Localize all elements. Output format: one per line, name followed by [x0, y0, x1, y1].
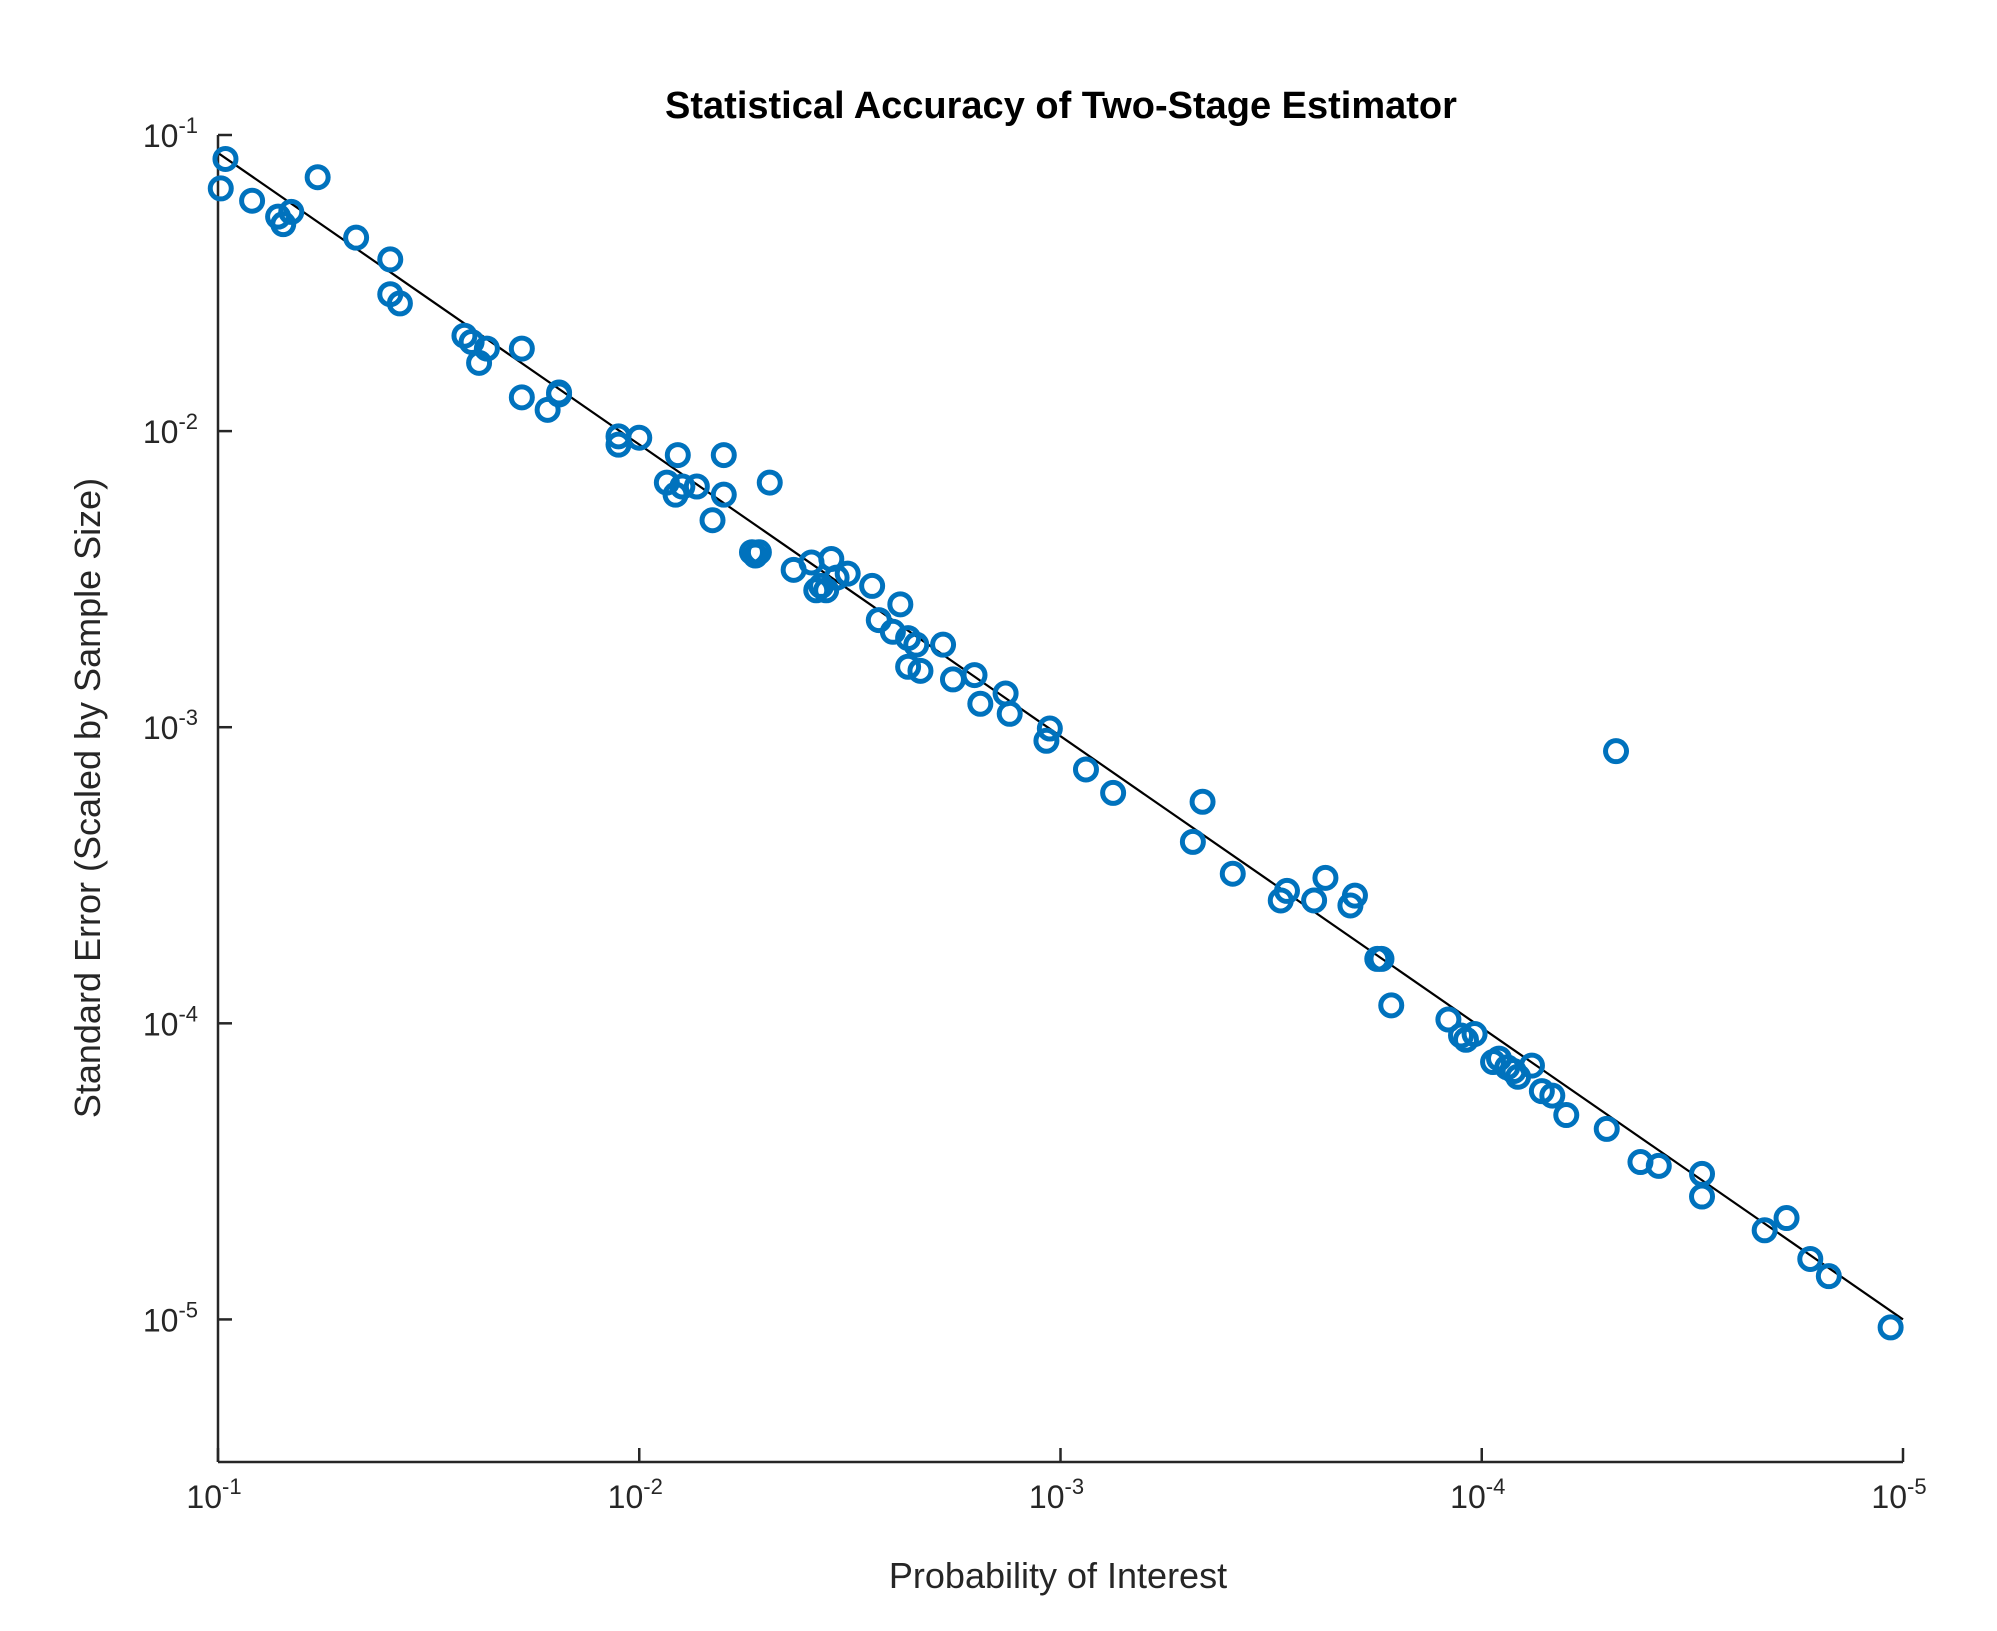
data-point — [710, 481, 737, 508]
data-point — [895, 653, 922, 680]
data-point — [745, 539, 772, 566]
data-point — [473, 335, 500, 362]
data-point — [1773, 1205, 1800, 1232]
data-point — [1100, 779, 1127, 806]
data-point — [930, 631, 957, 658]
data-point — [683, 473, 710, 500]
data-point — [907, 657, 934, 684]
data-point — [1341, 882, 1368, 909]
data-point — [834, 560, 861, 587]
y-tick-label: 10-2 — [143, 409, 198, 450]
x-tick-label: 10-2 — [608, 1474, 663, 1515]
data-point — [1179, 828, 1206, 855]
data-markers — [207, 145, 1904, 1341]
data-point — [1877, 1314, 1904, 1341]
y-axis-label: Standard Error (Scaled by Sample Size) — [67, 478, 108, 1118]
data-point — [939, 666, 966, 693]
data-point — [1301, 887, 1328, 914]
data-point — [207, 175, 234, 202]
data-point — [664, 442, 691, 469]
data-point — [967, 690, 994, 717]
data-point — [1273, 877, 1300, 904]
data-point — [1593, 1115, 1620, 1142]
data-point — [1189, 788, 1216, 815]
data-point — [1435, 1006, 1462, 1033]
data-point — [1312, 864, 1339, 891]
ticks: 10-1 10-2 10-3 10-4 10-5 10-1 10-2 10-3 10-4 10-5 — [143, 113, 1927, 1515]
y-tick-label: 10-4 — [143, 1001, 198, 1042]
data-point — [508, 384, 535, 411]
data-point — [699, 507, 726, 534]
data-point — [710, 442, 737, 469]
data-point — [1033, 727, 1060, 754]
data-point — [1461, 1021, 1488, 1048]
data-point — [669, 473, 696, 500]
data-point — [1518, 1052, 1545, 1079]
x-tick-label: 10-4 — [1450, 1474, 1505, 1515]
data-point — [887, 591, 914, 618]
data-point — [1751, 1217, 1778, 1244]
data-point — [1689, 1183, 1716, 1210]
data-point — [304, 164, 331, 191]
data-point — [903, 631, 930, 658]
data-point — [278, 198, 305, 225]
x-tick-label: 10-1 — [186, 1474, 241, 1515]
data-point — [1036, 715, 1063, 742]
data-point — [859, 572, 886, 599]
data-point — [546, 381, 573, 408]
x-axis-label: Probability of Interest — [889, 1555, 1227, 1596]
y-tick-label: 10-5 — [143, 1297, 198, 1338]
data-point — [1603, 738, 1630, 765]
data-point — [996, 700, 1023, 727]
data-point — [343, 224, 370, 251]
data-point — [742, 542, 769, 569]
data-point — [756, 469, 783, 496]
axes — [216, 135, 1903, 1464]
data-point — [1645, 1152, 1672, 1179]
data-point — [1797, 1245, 1824, 1272]
data-point — [1072, 756, 1099, 783]
data-point — [1219, 860, 1246, 887]
data-point — [1378, 992, 1405, 1019]
data-point — [239, 187, 266, 214]
data-point — [803, 577, 830, 604]
x-tick-label: 10-3 — [1029, 1474, 1084, 1515]
data-point — [1815, 1263, 1842, 1290]
data-point — [377, 246, 404, 273]
data-point — [1553, 1102, 1580, 1129]
data-point — [1539, 1082, 1566, 1109]
x-tick-label: 10-5 — [1871, 1474, 1926, 1515]
y-tick-label: 10-1 — [143, 113, 198, 154]
data-point — [626, 424, 653, 451]
data-point — [508, 335, 535, 362]
data-point — [1368, 945, 1395, 972]
chart-title: Statistical Accuracy of Two-Stage Estima… — [665, 85, 1457, 127]
y-tick-label: 10-3 — [143, 705, 198, 746]
data-point — [386, 290, 413, 317]
data-point — [1448, 1022, 1475, 1049]
data-point — [212, 145, 239, 172]
data-point — [879, 618, 906, 645]
data-point — [961, 662, 988, 689]
